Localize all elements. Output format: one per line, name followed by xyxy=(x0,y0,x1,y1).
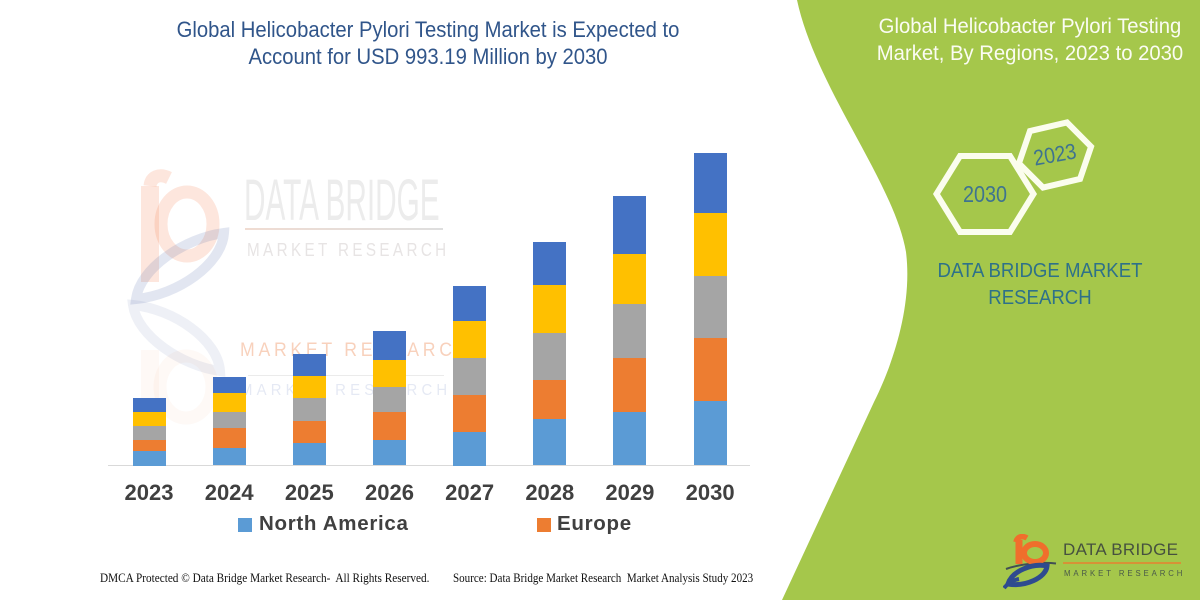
svg-text:MARKET RESEARCH: MARKET RESEARCH xyxy=(1064,569,1185,578)
svg-text:2030: 2030 xyxy=(963,181,1007,207)
svg-text:2023: 2023 xyxy=(1032,138,1079,170)
svg-text:DATA BRIDGE: DATA BRIDGE xyxy=(1063,540,1178,559)
